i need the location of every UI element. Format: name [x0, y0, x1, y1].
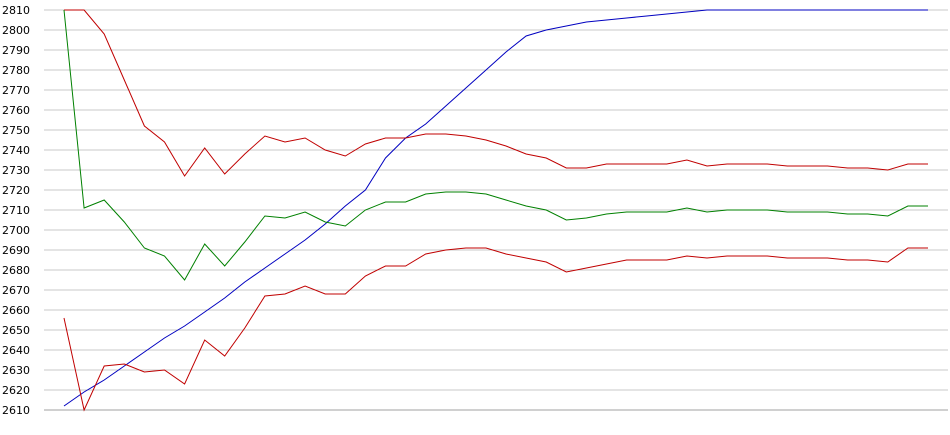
y-tick-label: 2710	[2, 204, 30, 217]
y-tick-label: 2670	[2, 284, 30, 297]
y-tick-label: 2630	[2, 364, 30, 377]
chart-series-group	[63, 9, 928, 412]
series-line-3	[63, 9, 928, 281]
chart-grid	[44, 9, 948, 411]
y-tick-label: 2620	[2, 384, 30, 397]
y-tick-label: 2640	[2, 344, 30, 357]
series-line-4	[63, 247, 928, 412]
y-tick-label: 2660	[2, 304, 30, 317]
y-tick-label: 2680	[2, 264, 30, 277]
y-tick-label: 2790	[2, 44, 30, 57]
y-tick-label: 2610	[2, 404, 30, 417]
y-tick-label: 2780	[2, 64, 30, 77]
y-tick-label: 2740	[2, 144, 30, 157]
y-tick-label: 2700	[2, 224, 30, 237]
y-tick-label: 2750	[2, 124, 30, 137]
y-tick-label: 2650	[2, 324, 30, 337]
y-tick-label: 2810	[2, 4, 30, 17]
y-axis-tick-labels: 2610 2620 2630 2640 2650 2660 2670 2680 2690 2700…	[2, 4, 30, 417]
y-tick-label: 2720	[2, 184, 30, 197]
y-tick-label: 2690	[2, 244, 30, 257]
y-tick-label: 2800	[2, 24, 30, 37]
y-tick-label: 2760	[2, 104, 30, 117]
y-tick-label: 2770	[2, 84, 30, 97]
series-line-2	[64, 9, 928, 177]
series-line-1	[63, 9, 928, 407]
y-tick-label: 2730	[2, 164, 30, 177]
